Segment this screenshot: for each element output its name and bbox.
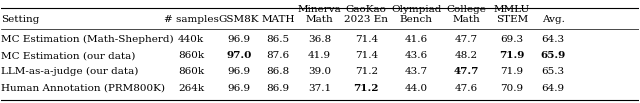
Text: 65.3: 65.3: [541, 67, 564, 76]
Text: MMLU
STEM: MMLU STEM: [493, 5, 530, 24]
Text: 41.9: 41.9: [308, 51, 331, 60]
Text: 860k: 860k: [178, 67, 204, 76]
Text: 43.6: 43.6: [404, 51, 428, 60]
Text: 47.7: 47.7: [454, 67, 479, 76]
Text: 71.9: 71.9: [500, 67, 524, 76]
Text: 71.4: 71.4: [355, 35, 378, 44]
Text: 71.2: 71.2: [353, 84, 379, 93]
Text: 64.3: 64.3: [541, 35, 564, 44]
Text: Human Annotation (PRM800K): Human Annotation (PRM800K): [1, 84, 165, 93]
Text: 37.1: 37.1: [308, 84, 331, 93]
Text: GSM8K: GSM8K: [218, 15, 259, 24]
Text: Minerva
Math: Minerva Math: [298, 5, 341, 24]
Text: 71.4: 71.4: [355, 51, 378, 60]
Text: 65.9: 65.9: [541, 51, 566, 60]
Text: Avg.: Avg.: [542, 15, 564, 24]
Text: Olympiad
Bench: Olympiad Bench: [391, 5, 442, 24]
Text: 440k: 440k: [178, 35, 204, 44]
Text: GaoKao
2023 En: GaoKao 2023 En: [344, 5, 388, 24]
Text: MC Estimation (our data): MC Estimation (our data): [1, 51, 136, 60]
Text: 96.9: 96.9: [227, 84, 250, 93]
Text: 47.7: 47.7: [454, 35, 478, 44]
Text: 860k: 860k: [178, 51, 204, 60]
Text: LLM-as-a-judge (our data): LLM-as-a-judge (our data): [1, 67, 139, 76]
Text: 86.9: 86.9: [266, 84, 289, 93]
Text: 41.6: 41.6: [404, 35, 428, 44]
Text: 71.9: 71.9: [499, 51, 525, 60]
Text: 71.2: 71.2: [355, 67, 378, 76]
Text: 86.5: 86.5: [266, 35, 289, 44]
Text: # samples: # samples: [164, 15, 218, 24]
Text: 86.8: 86.8: [266, 67, 289, 76]
Text: 87.6: 87.6: [266, 51, 289, 60]
Text: 39.0: 39.0: [308, 67, 331, 76]
Text: 44.0: 44.0: [404, 84, 428, 93]
Text: 47.6: 47.6: [454, 84, 478, 93]
Text: College
Math: College Math: [446, 5, 486, 24]
Text: 69.3: 69.3: [500, 35, 524, 44]
Text: 96.9: 96.9: [227, 35, 250, 44]
Text: MATH: MATH: [261, 15, 294, 24]
Text: 264k: 264k: [178, 84, 204, 93]
Text: MC Estimation (Math-Shepherd): MC Estimation (Math-Shepherd): [1, 35, 174, 44]
Text: 48.2: 48.2: [454, 51, 478, 60]
Text: Setting: Setting: [1, 15, 40, 24]
Text: 64.9: 64.9: [541, 84, 564, 93]
Text: 43.7: 43.7: [404, 67, 428, 76]
Text: 97.0: 97.0: [226, 51, 252, 60]
Text: 70.9: 70.9: [500, 84, 524, 93]
Text: 96.9: 96.9: [227, 67, 250, 76]
Text: 36.8: 36.8: [308, 35, 331, 44]
